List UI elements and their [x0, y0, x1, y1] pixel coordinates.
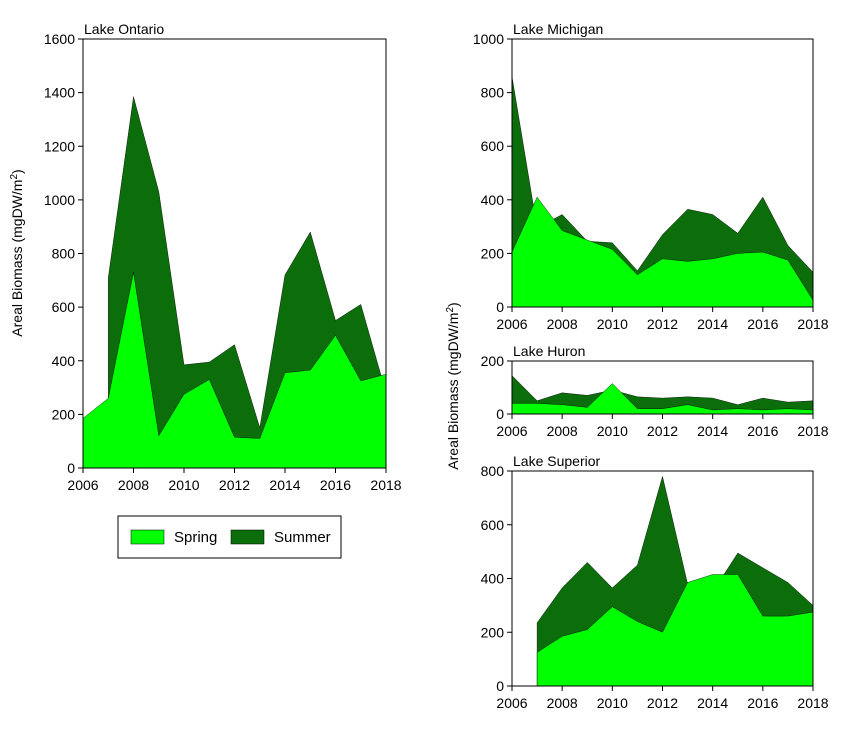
y-tick-label-superior: 0 — [496, 678, 504, 694]
y-tick-label-superior: 400 — [481, 571, 505, 587]
area-summer-huron — [511, 375, 814, 415]
x-tick-label-michigan: 2010 — [597, 316, 628, 332]
y-tick-label-ontario: 1400 — [44, 85, 75, 101]
x-tick-label-huron: 2018 — [797, 423, 828, 439]
y-tick-label-ontario: 1600 — [44, 31, 75, 47]
y-tick-label-huron: 200 — [481, 353, 505, 369]
x-tick-label-michigan: 2016 — [747, 316, 778, 332]
y-tick-label-ontario: 400 — [52, 353, 76, 369]
x-tick-label-superior: 2012 — [647, 695, 678, 711]
panel-title-huron: Lake Huron — [513, 343, 585, 359]
legend: Spring Summer — [117, 515, 342, 559]
y-tick-label-michigan: 0 — [496, 299, 504, 315]
y-tick-label-ontario: 0 — [67, 460, 75, 476]
panel-title-ontario: Lake Ontario — [84, 21, 164, 37]
y-tick-label-ontario: 1000 — [44, 192, 75, 208]
x-tick-label-superior: 2010 — [597, 695, 628, 711]
area-spring-michigan — [511, 196, 814, 308]
x-tick-label-superior: 2008 — [547, 695, 578, 711]
x-tick-label-superior: 2018 — [797, 695, 828, 711]
y-tick-label-ontario: 200 — [52, 406, 76, 422]
y-tick-label-michigan: 400 — [481, 192, 505, 208]
y-tick-label-ontario: 600 — [52, 299, 76, 315]
y-tick-label-ontario: 1200 — [44, 138, 75, 154]
panel-superior: 0 200 400 600 800 2006 2008 2010 2012 2014 2016 201… — [481, 453, 829, 711]
y-tick-label-michigan: 1000 — [473, 31, 504, 47]
x-tick-label-huron: 2014 — [697, 423, 728, 439]
y-tick-label-superior: 800 — [481, 463, 505, 479]
panel-title-superior: Lake Superior — [513, 453, 601, 469]
x-tick-label-michigan: 2018 — [797, 316, 828, 332]
x-tick-label-huron: 2012 — [647, 423, 678, 439]
legend-swatch-summer — [230, 529, 265, 545]
x-tick-label-michigan: 2014 — [697, 316, 728, 332]
x-tick-label-superior: 2014 — [697, 695, 728, 711]
x-tick-label-huron: 2016 — [747, 423, 778, 439]
y-tick-label-superior: 600 — [481, 517, 505, 533]
panel-ontario: 0 200 400 600 800 1000 1200 1400 1600 2006 2008 201… — [44, 21, 402, 493]
x-tick-label-ontario: 2012 — [219, 477, 250, 493]
area-spring-huron — [511, 383, 814, 415]
panel-michigan: 0 200 400 600 800 1000 2006 2008 2010 2012 2014 201… — [473, 21, 829, 332]
panel-title-michigan: Lake Michigan — [513, 21, 603, 37]
y-tick-label-michigan: 600 — [481, 138, 505, 154]
legend-swatch-spring — [130, 529, 165, 545]
x-tick-label-michigan: 2008 — [547, 316, 578, 332]
y-axis-title-left: Areal Biomass (mgDW/m2) — [9, 169, 25, 336]
x-tick-label-ontario: 2016 — [320, 477, 351, 493]
chart-panels: 0 200 400 600 800 1000 1200 1400 1600 2006 2008 201… — [44, 21, 829, 711]
panel-huron: 0 200 2006 2008 2010 2012 2014 2016 2018 Lake Hur… — [481, 343, 829, 439]
y-tick-label-ontario: 800 — [52, 246, 76, 262]
y-tick-label-michigan: 200 — [481, 245, 505, 261]
x-tick-label-ontario: 2008 — [118, 477, 149, 493]
y-tick-label-michigan: 800 — [481, 85, 505, 101]
area-spring-superior — [536, 574, 814, 687]
y-tick-label-superior: 200 — [481, 624, 505, 640]
x-tick-label-michigan: 2012 — [647, 316, 678, 332]
y-tick-label-huron: 0 — [496, 406, 504, 422]
x-tick-label-ontario: 2014 — [269, 477, 300, 493]
x-tick-label-michigan: 2006 — [496, 316, 527, 332]
x-tick-label-huron: 2010 — [597, 423, 628, 439]
x-tick-label-ontario: 2010 — [168, 477, 199, 493]
legend-label-summer: Summer — [274, 529, 331, 546]
area-spring-ontario — [82, 272, 387, 469]
x-tick-label-huron: 2008 — [547, 423, 578, 439]
x-tick-label-ontario: 2018 — [370, 477, 401, 493]
x-tick-label-superior: 2006 — [496, 695, 527, 711]
x-tick-label-ontario: 2006 — [67, 477, 98, 493]
y-axis-title-right: Areal Biomass (mgDW/m2) — [445, 302, 461, 469]
x-tick-label-huron: 2006 — [496, 423, 527, 439]
x-tick-label-superior: 2016 — [747, 695, 778, 711]
legend-label-spring: Spring — [174, 529, 217, 546]
